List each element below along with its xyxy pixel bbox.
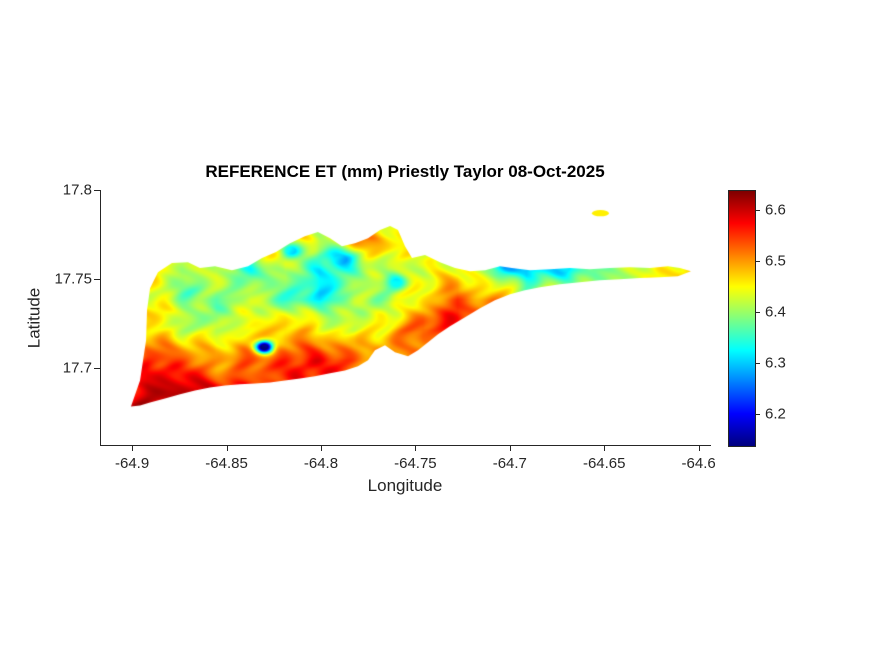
y-tick-mark [94,368,100,370]
x-tick-mark [415,446,417,451]
x-axis-label: Longitude [367,476,443,495]
et-heatmap-canvas [100,190,710,445]
x-tick-label: -64.8 [303,455,339,472]
colorbar-tick-mark [756,414,760,416]
colorbar-tick-label: 6.4 [765,303,786,321]
y-axis-label: Latitude [24,287,43,348]
colorbar-tick-label: 6.3 [765,354,786,372]
x-tick-label: -64.9 [114,455,150,472]
colorbar-tick-label: 6.5 [765,252,786,270]
x-tick-mark [698,446,700,451]
x-tick-mark [132,446,134,451]
colorbar-tick-mark [756,363,760,365]
colorbar-tick-label: 6.6 [765,201,786,219]
y-tick-label: 17.75 [54,270,92,288]
y-axis-line [100,190,101,445]
y-tick-label: 17.8 [62,181,92,199]
colorbar-tick-mark [756,210,760,212]
y-axis-label-wrap: Latitude [14,190,54,445]
x-tick-mark [226,446,228,451]
x-tick-mark [509,446,511,451]
x-tick-label: -64.85 [205,455,248,472]
colorbar-tick-mark [756,261,760,263]
x-tick-mark [604,446,606,451]
x-tick-label: -64.6 [681,455,716,472]
x-tick-label: -64.7 [492,455,527,472]
x-tick-label: -64.75 [394,455,437,472]
colorbar-tick-mark [756,312,760,314]
colorbar [728,190,756,447]
y-tick-label: 17.7 [62,359,92,377]
plot-title: REFERENCE ET (mm) Priestly Taylor 08-Oct… [205,162,605,181]
y-tick-mark [94,279,100,281]
y-tick-mark [94,190,100,191]
x-axis-line [100,445,711,446]
colorbar-tick-label: 6.2 [765,405,786,423]
x-tick-mark [320,446,322,451]
x-tick-label: -64.65 [582,455,626,472]
